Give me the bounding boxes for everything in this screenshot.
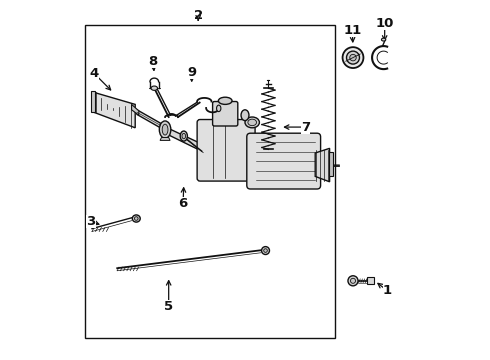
FancyBboxPatch shape [197, 120, 255, 181]
Bar [85, 25, 335, 338]
Ellipse shape [350, 54, 356, 61]
Ellipse shape [343, 47, 364, 68]
FancyBboxPatch shape [213, 102, 238, 126]
Ellipse shape [346, 51, 360, 64]
Ellipse shape [132, 215, 140, 222]
Bar [91, 91, 95, 112]
Text: 5: 5 [164, 300, 173, 313]
Text: 4: 4 [90, 67, 99, 80]
Text: 10: 10 [375, 17, 394, 30]
Polygon shape [132, 104, 139, 115]
Text: 3: 3 [86, 215, 96, 228]
Text: 6: 6 [178, 197, 188, 210]
Polygon shape [169, 129, 202, 151]
Ellipse shape [350, 278, 356, 283]
Ellipse shape [219, 97, 232, 104]
Ellipse shape [241, 110, 249, 121]
Ellipse shape [162, 124, 168, 135]
Bar [368, 277, 374, 284]
Ellipse shape [264, 249, 268, 252]
Ellipse shape [262, 247, 270, 255]
Ellipse shape [381, 38, 386, 41]
Ellipse shape [159, 121, 171, 138]
Polygon shape [315, 148, 330, 182]
Text: 8: 8 [148, 55, 158, 68]
Polygon shape [92, 92, 135, 128]
Ellipse shape [245, 117, 259, 128]
Text: 2: 2 [194, 9, 203, 22]
Text: 7: 7 [301, 121, 310, 134]
Ellipse shape [182, 134, 186, 139]
Text: 1: 1 [383, 284, 392, 297]
Text: 9: 9 [187, 66, 196, 78]
Polygon shape [160, 138, 170, 140]
Ellipse shape [217, 105, 221, 112]
Ellipse shape [180, 131, 187, 141]
Ellipse shape [151, 86, 157, 90]
Ellipse shape [134, 217, 138, 220]
Text: 11: 11 [343, 24, 362, 37]
Bar [328, 152, 333, 176]
FancyBboxPatch shape [247, 133, 320, 189]
Polygon shape [137, 110, 160, 128]
Ellipse shape [348, 276, 358, 286]
Ellipse shape [248, 119, 257, 126]
